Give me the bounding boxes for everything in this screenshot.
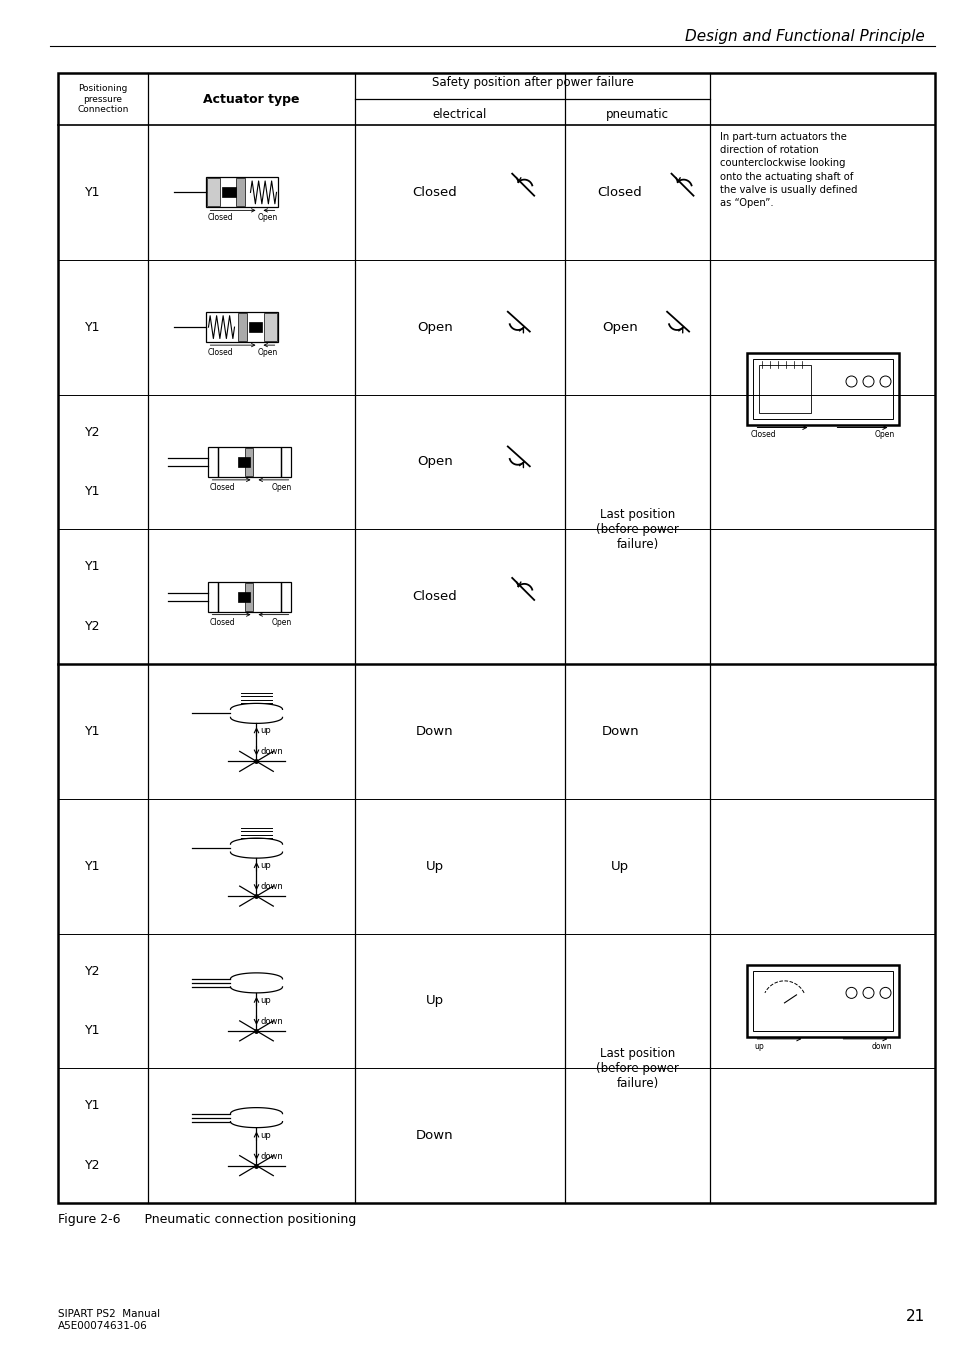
Bar xyxy=(206,177,278,207)
Text: Closed: Closed xyxy=(210,617,234,627)
Text: 21: 21 xyxy=(904,1309,924,1324)
Text: Y2: Y2 xyxy=(85,426,101,439)
Text: Closed: Closed xyxy=(412,186,456,199)
Text: Closed: Closed xyxy=(208,213,233,223)
Text: up: up xyxy=(260,996,271,1005)
Text: Y1: Y1 xyxy=(85,1024,101,1038)
Text: down: down xyxy=(260,1151,283,1161)
Text: Down: Down xyxy=(416,725,453,738)
Bar xyxy=(238,592,251,601)
Text: Open: Open xyxy=(873,431,894,439)
Text: Y1: Y1 xyxy=(85,186,101,199)
Text: Positioning
pressure
Connection: Positioning pressure Connection xyxy=(77,84,129,113)
Text: Y1: Y1 xyxy=(85,725,101,738)
Text: Open: Open xyxy=(271,482,292,492)
Text: Down: Down xyxy=(600,725,639,738)
Text: Closed: Closed xyxy=(750,431,776,439)
Text: Closed: Closed xyxy=(412,590,456,603)
Bar xyxy=(250,322,261,332)
Text: up: up xyxy=(260,727,271,735)
Text: Safety position after power failure: Safety position after power failure xyxy=(431,76,633,89)
Bar xyxy=(244,449,253,476)
Bar xyxy=(236,178,245,207)
Text: up: up xyxy=(754,1042,763,1051)
Text: Open: Open xyxy=(257,349,277,357)
Bar xyxy=(208,178,220,207)
Bar xyxy=(280,447,291,477)
Bar xyxy=(280,582,291,612)
Text: Actuator type: Actuator type xyxy=(203,92,299,105)
Text: Y2: Y2 xyxy=(85,965,101,978)
Bar xyxy=(209,582,218,612)
Text: SIPART PS2  Manual
A5E00074631-06: SIPART PS2 Manual A5E00074631-06 xyxy=(58,1309,160,1331)
Bar xyxy=(58,73,934,1202)
Bar xyxy=(209,447,218,477)
Text: down: down xyxy=(260,747,283,757)
Text: Y1: Y1 xyxy=(85,1100,101,1112)
Text: up: up xyxy=(260,1131,271,1140)
Text: Y1: Y1 xyxy=(85,485,101,499)
Bar xyxy=(752,359,892,420)
Bar xyxy=(238,313,247,340)
Text: up: up xyxy=(260,861,271,870)
Text: Y1: Y1 xyxy=(85,320,101,334)
Text: electrical: electrical xyxy=(433,108,487,122)
Text: Y1: Y1 xyxy=(85,859,101,873)
Text: Up: Up xyxy=(425,859,443,873)
Text: down: down xyxy=(260,882,283,892)
Bar xyxy=(244,582,253,611)
Text: pneumatic: pneumatic xyxy=(605,108,668,122)
Bar xyxy=(206,312,278,342)
Text: Last position
(before power
failure): Last position (before power failure) xyxy=(596,508,679,551)
Text: Closed: Closed xyxy=(208,349,233,357)
Text: Down: Down xyxy=(416,1129,453,1142)
Text: Y1: Y1 xyxy=(85,561,101,573)
Bar xyxy=(264,313,277,340)
Text: Up: Up xyxy=(425,994,443,1008)
Bar xyxy=(238,457,251,467)
Bar xyxy=(218,582,280,612)
Text: Y2: Y2 xyxy=(85,620,101,632)
Bar xyxy=(752,971,892,1031)
Text: Up: Up xyxy=(611,859,628,873)
Text: Closed: Closed xyxy=(598,186,641,199)
Bar xyxy=(222,188,236,197)
Text: Design and Functional Principle: Design and Functional Principle xyxy=(684,28,924,45)
Text: In part-turn actuators the
direction of rotation
counterclockwise looking
onto t: In part-turn actuators the direction of … xyxy=(720,132,857,208)
Text: Open: Open xyxy=(601,320,638,334)
Text: Open: Open xyxy=(257,213,277,223)
Text: down: down xyxy=(871,1042,892,1051)
Text: Open: Open xyxy=(271,617,292,627)
Text: Y2: Y2 xyxy=(85,1159,101,1171)
Bar xyxy=(218,447,280,477)
Text: Open: Open xyxy=(416,320,453,334)
Bar xyxy=(745,965,898,1036)
Text: Open: Open xyxy=(416,455,453,469)
Bar xyxy=(758,366,810,413)
Text: Figure 2-6      Pneumatic connection positioning: Figure 2-6 Pneumatic connection position… xyxy=(58,1213,355,1225)
Text: down: down xyxy=(260,1017,283,1025)
Text: Last position
(before power
failure): Last position (before power failure) xyxy=(596,1047,679,1090)
Bar xyxy=(745,354,898,426)
Text: Closed: Closed xyxy=(210,482,234,492)
